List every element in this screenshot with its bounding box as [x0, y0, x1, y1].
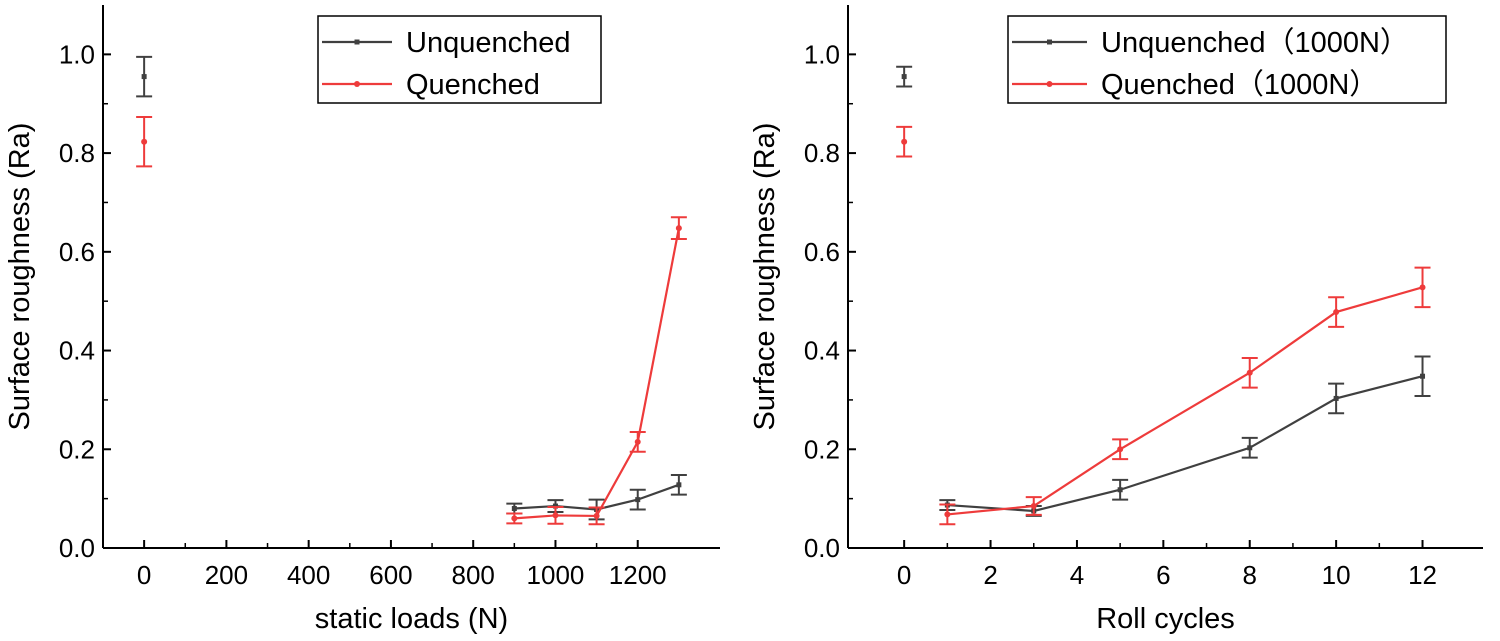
data-point [635, 497, 641, 503]
data-point [676, 482, 682, 488]
x-tick-label: 600 [369, 560, 412, 590]
legend-marker [1046, 81, 1053, 87]
x-tick-label: 800 [452, 560, 495, 590]
y-tick-label: 0.4 [804, 336, 840, 366]
chart-panel-2: 0.0 0.2 0.4 0.6 0.8 1.0 0 2 4 6 8 10 12 Roll cycles Su… [749, 5, 1483, 635]
legend-box [317, 15, 602, 104]
legend-label: Quenched（1000N） [1101, 69, 1378, 101]
data-point [511, 506, 517, 512]
series-line [947, 375, 1423, 513]
series-2 [896, 125, 1431, 526]
legend: Unquenched Quenched [317, 15, 602, 104]
x-axis-title: static loads (N) [315, 603, 508, 635]
chart-panel-1: 0.0 0.2 0.4 0.6 0.8 1.0 0 200 400 600 800 1000 1200 s… [4, 5, 720, 635]
legend-marker [354, 81, 360, 87]
legend-box [1007, 15, 1447, 104]
x-tick-label: 2 [983, 560, 997, 590]
data-point [552, 512, 559, 519]
x-tick-label: 4 [1070, 560, 1084, 590]
x-tick-label: 0 [897, 560, 911, 590]
data-point [141, 138, 148, 145]
x-tick-label: 400 [287, 560, 330, 590]
legend-label: Unquenched [406, 27, 570, 59]
y-tick-label: 0.2 [804, 434, 840, 464]
data-point [1117, 487, 1123, 493]
x-tick-label: 1000 [527, 560, 585, 590]
data-point [1333, 309, 1340, 316]
legend-marker [354, 39, 360, 45]
x-tick-label: 1200 [609, 560, 667, 590]
x-tick-label: 12 [1408, 560, 1437, 590]
series-2 [136, 116, 687, 526]
x-axis-title: Roll cycles [1096, 603, 1235, 635]
legend-label: Unquenched（1000N） [1101, 27, 1409, 59]
y-axis-title: Surface roughness (Ra) [749, 123, 781, 431]
y-tick-label: 1.0 [804, 39, 840, 69]
data-point [1333, 395, 1339, 401]
x-tick-label: 6 [1156, 560, 1170, 590]
legend: Unquenched（1000N） Quenched（1000N） [1007, 15, 1447, 104]
series-line [514, 227, 680, 520]
y-tick-label: 0.6 [59, 237, 95, 267]
y-tick-label: 0.4 [59, 336, 95, 366]
data-point [141, 74, 147, 80]
x-tick-label: 0 [137, 560, 151, 590]
x-tick-label: 10 [1322, 560, 1351, 590]
legend-marker [1047, 39, 1052, 45]
legend-label: Quenched [406, 69, 540, 101]
data-point [1246, 369, 1253, 376]
y-axis-title: Surface roughness (Ra) [4, 123, 36, 431]
data-point [944, 511, 951, 518]
data-point [675, 225, 682, 232]
x-tick-label: 8 [1243, 560, 1257, 590]
data-point [511, 515, 518, 522]
data-point [593, 512, 600, 519]
series-line [947, 286, 1423, 516]
y-tick-label: 0.0 [804, 533, 840, 563]
data-point [634, 438, 641, 445]
y-tick-label: 0.6 [804, 237, 840, 267]
x-tick-label: 200 [205, 560, 248, 590]
data-point [901, 74, 907, 80]
data-point [901, 138, 908, 145]
data-point [1117, 446, 1124, 453]
data-point [1419, 284, 1426, 291]
y-tick-label: 0.2 [59, 434, 95, 464]
series-1 [896, 65, 1431, 517]
data-point [1420, 373, 1426, 379]
y-tick-label: 0.8 [804, 138, 840, 168]
data-point [1030, 503, 1037, 510]
y-tick-label: 0.0 [59, 533, 95, 563]
series-1 [136, 55, 687, 521]
y-tick-label: 1.0 [59, 39, 95, 69]
y-tick-label: 0.8 [59, 138, 95, 168]
data-point [1247, 445, 1253, 451]
